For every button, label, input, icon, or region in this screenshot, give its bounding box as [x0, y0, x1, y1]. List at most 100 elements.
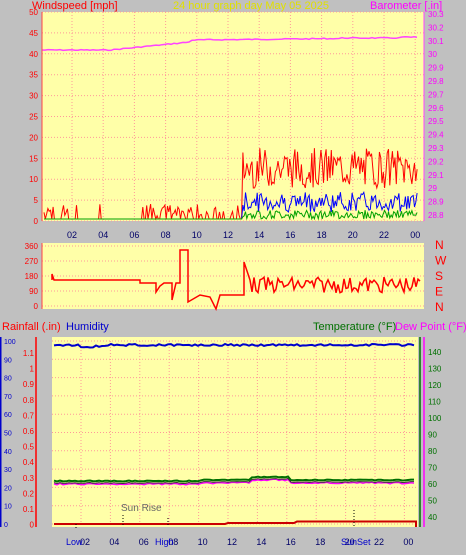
rainfall-tick: 0.7 — [23, 411, 35, 420]
rainfall-tick: 0.8 — [23, 396, 35, 405]
humidity-tick: 100 — [4, 339, 16, 346]
baro-y-tick: 29.2 — [428, 157, 444, 166]
wind-axis-title: Windspeed [mph] — [32, 0, 118, 12]
wind-y-tick: 35 — [29, 71, 38, 80]
humidity-tick: 10 — [4, 504, 12, 511]
rainfall-tick: 0 — [30, 521, 35, 530]
baro-y-tick: 29 — [428, 184, 437, 193]
wind-y-tick: 45 — [29, 29, 38, 38]
humidity-tick: 60 — [4, 412, 12, 419]
wind-y-tick: 20 — [29, 133, 38, 142]
barometer-line — [41, 35, 418, 52]
bottom-x-tick: 14 — [256, 537, 266, 547]
wind-y-tick: 30 — [29, 92, 38, 101]
wind-x-ticks: 02 04 06 08 10 12 14 16 18 20 22 00 — [67, 230, 420, 240]
wind-y-tick: 15 — [29, 154, 38, 163]
humidity-tick: 50 — [4, 431, 12, 438]
baro-y-tick: 30.3 — [428, 10, 444, 19]
rainfall-tick: 1.1 — [23, 349, 35, 358]
wind-y-tick: 5 — [34, 196, 39, 205]
baro-y-tick: 29.9 — [428, 64, 444, 73]
compass-label: W — [435, 254, 447, 268]
bottom-x-tick: 06 — [139, 537, 149, 547]
humidity-series — [53, 342, 415, 349]
wind-x-tick: 20 — [348, 230, 358, 240]
bottom-x-tick: 12 — [227, 537, 237, 547]
rainfall-axis-title: Rainfall (.in) — [2, 321, 61, 333]
dir-y-tick: 270 — [25, 257, 39, 266]
high-label: High — [155, 537, 174, 547]
baro-y-tick: 29.3 — [428, 144, 444, 153]
temperature-tick: 40 — [428, 513, 437, 522]
temperature-tick: 90 — [428, 431, 437, 440]
bottom-x-tick: 16 — [286, 537, 296, 547]
baro-y-tick: 29.5 — [428, 117, 444, 126]
bottom-x-tick: 08 — [168, 537, 178, 547]
baro-y-tick: 29.8 — [428, 77, 444, 86]
wind-x-tick: 22 — [379, 230, 389, 240]
wind-avg-series — [44, 209, 418, 221]
dir-y-tick: 360 — [25, 242, 39, 251]
dew-point-axis-title: Dew Point (°F) — [395, 321, 466, 333]
bottom-x-tick: 02 — [80, 537, 90, 547]
temperature-tick: 110 — [428, 398, 441, 407]
humidity-tick: 0 — [4, 522, 8, 529]
temperature-ticks: 140 130 120 110 100 90 80 70 60 50 40 — [428, 348, 442, 522]
sunrise-label: Sun Rise — [121, 503, 162, 514]
temperature-tick: 130 — [428, 365, 442, 374]
humidity-tick: 80 — [4, 376, 12, 383]
bottom-x-ticks: 02 04 06 08 10 12 14 16 18 20 22 00 — [80, 537, 413, 547]
rainfall-tick: 0.1 — [23, 505, 35, 514]
bottom-x-tick: 10 — [198, 537, 208, 547]
baro-y-tick: 30.1 — [428, 37, 444, 46]
temperature-axis-title: Temperature (°F) — [313, 321, 396, 333]
wind-grid — [42, 11, 424, 222]
secondary-temp-series — [53, 477, 414, 485]
wind-x-tick: 06 — [129, 230, 139, 240]
dir-y-tick: 180 — [25, 272, 39, 281]
rainfall-series — [54, 520, 417, 527]
baro-y-tick: 29.1 — [428, 171, 444, 180]
sunset-label: SunSet — [341, 537, 371, 547]
wind-x-tick: 00 — [410, 230, 420, 240]
baro-y-tick: 28.9 — [428, 198, 444, 207]
wind-x-tick: 10 — [192, 230, 202, 240]
wind-y-tick: 10 — [29, 175, 38, 184]
compass-label: N — [435, 300, 444, 314]
humidity-tick: 20 — [4, 485, 12, 492]
temperature-tick: 140 — [428, 348, 442, 357]
wind-y-tick: 50 — [29, 8, 38, 17]
wind-y-tick: 0 — [34, 217, 39, 226]
bottom-x-tick: 18 — [315, 537, 325, 547]
baro-y-tick: 28.8 — [428, 211, 444, 220]
wind-y-tick: 40 — [29, 50, 38, 59]
temperature-tick: 70 — [428, 464, 437, 473]
baro-y-tick: 29.6 — [428, 104, 444, 113]
graph-title: 24 hour graph day May 05 2025 — [173, 0, 329, 12]
humidity-tick: 70 — [4, 394, 12, 401]
humidity-tick: 90 — [4, 357, 12, 364]
wind-x-tick: 14 — [254, 230, 264, 240]
rainfall-tick: 0.5 — [23, 443, 35, 452]
wind-direction-series — [51, 249, 421, 312]
rainfall-tick: 0.3 — [23, 474, 35, 483]
direction-y-ticks: 360 270 180 90 0 — [25, 242, 39, 311]
temperature-tick: 50 — [428, 497, 437, 506]
wind-x-tick: 18 — [317, 230, 327, 240]
temperature-tick: 100 — [428, 414, 442, 423]
dir-y-tick: 0 — [34, 302, 39, 311]
rainfall-tick: 0.6 — [23, 427, 35, 436]
rainfall-tick: 1 — [30, 365, 35, 374]
bottom-x-tick: 04 — [109, 537, 119, 547]
wind-x-tick: 04 — [98, 230, 108, 240]
baro-y-tick: 30.2 — [428, 23, 444, 32]
wind-y-tick: 25 — [29, 113, 38, 122]
temperature-tick: 80 — [428, 447, 437, 456]
bottom-x-tick: 22 — [374, 537, 384, 547]
compass-label: E — [435, 285, 443, 299]
wind-x-tick: 16 — [285, 230, 295, 240]
